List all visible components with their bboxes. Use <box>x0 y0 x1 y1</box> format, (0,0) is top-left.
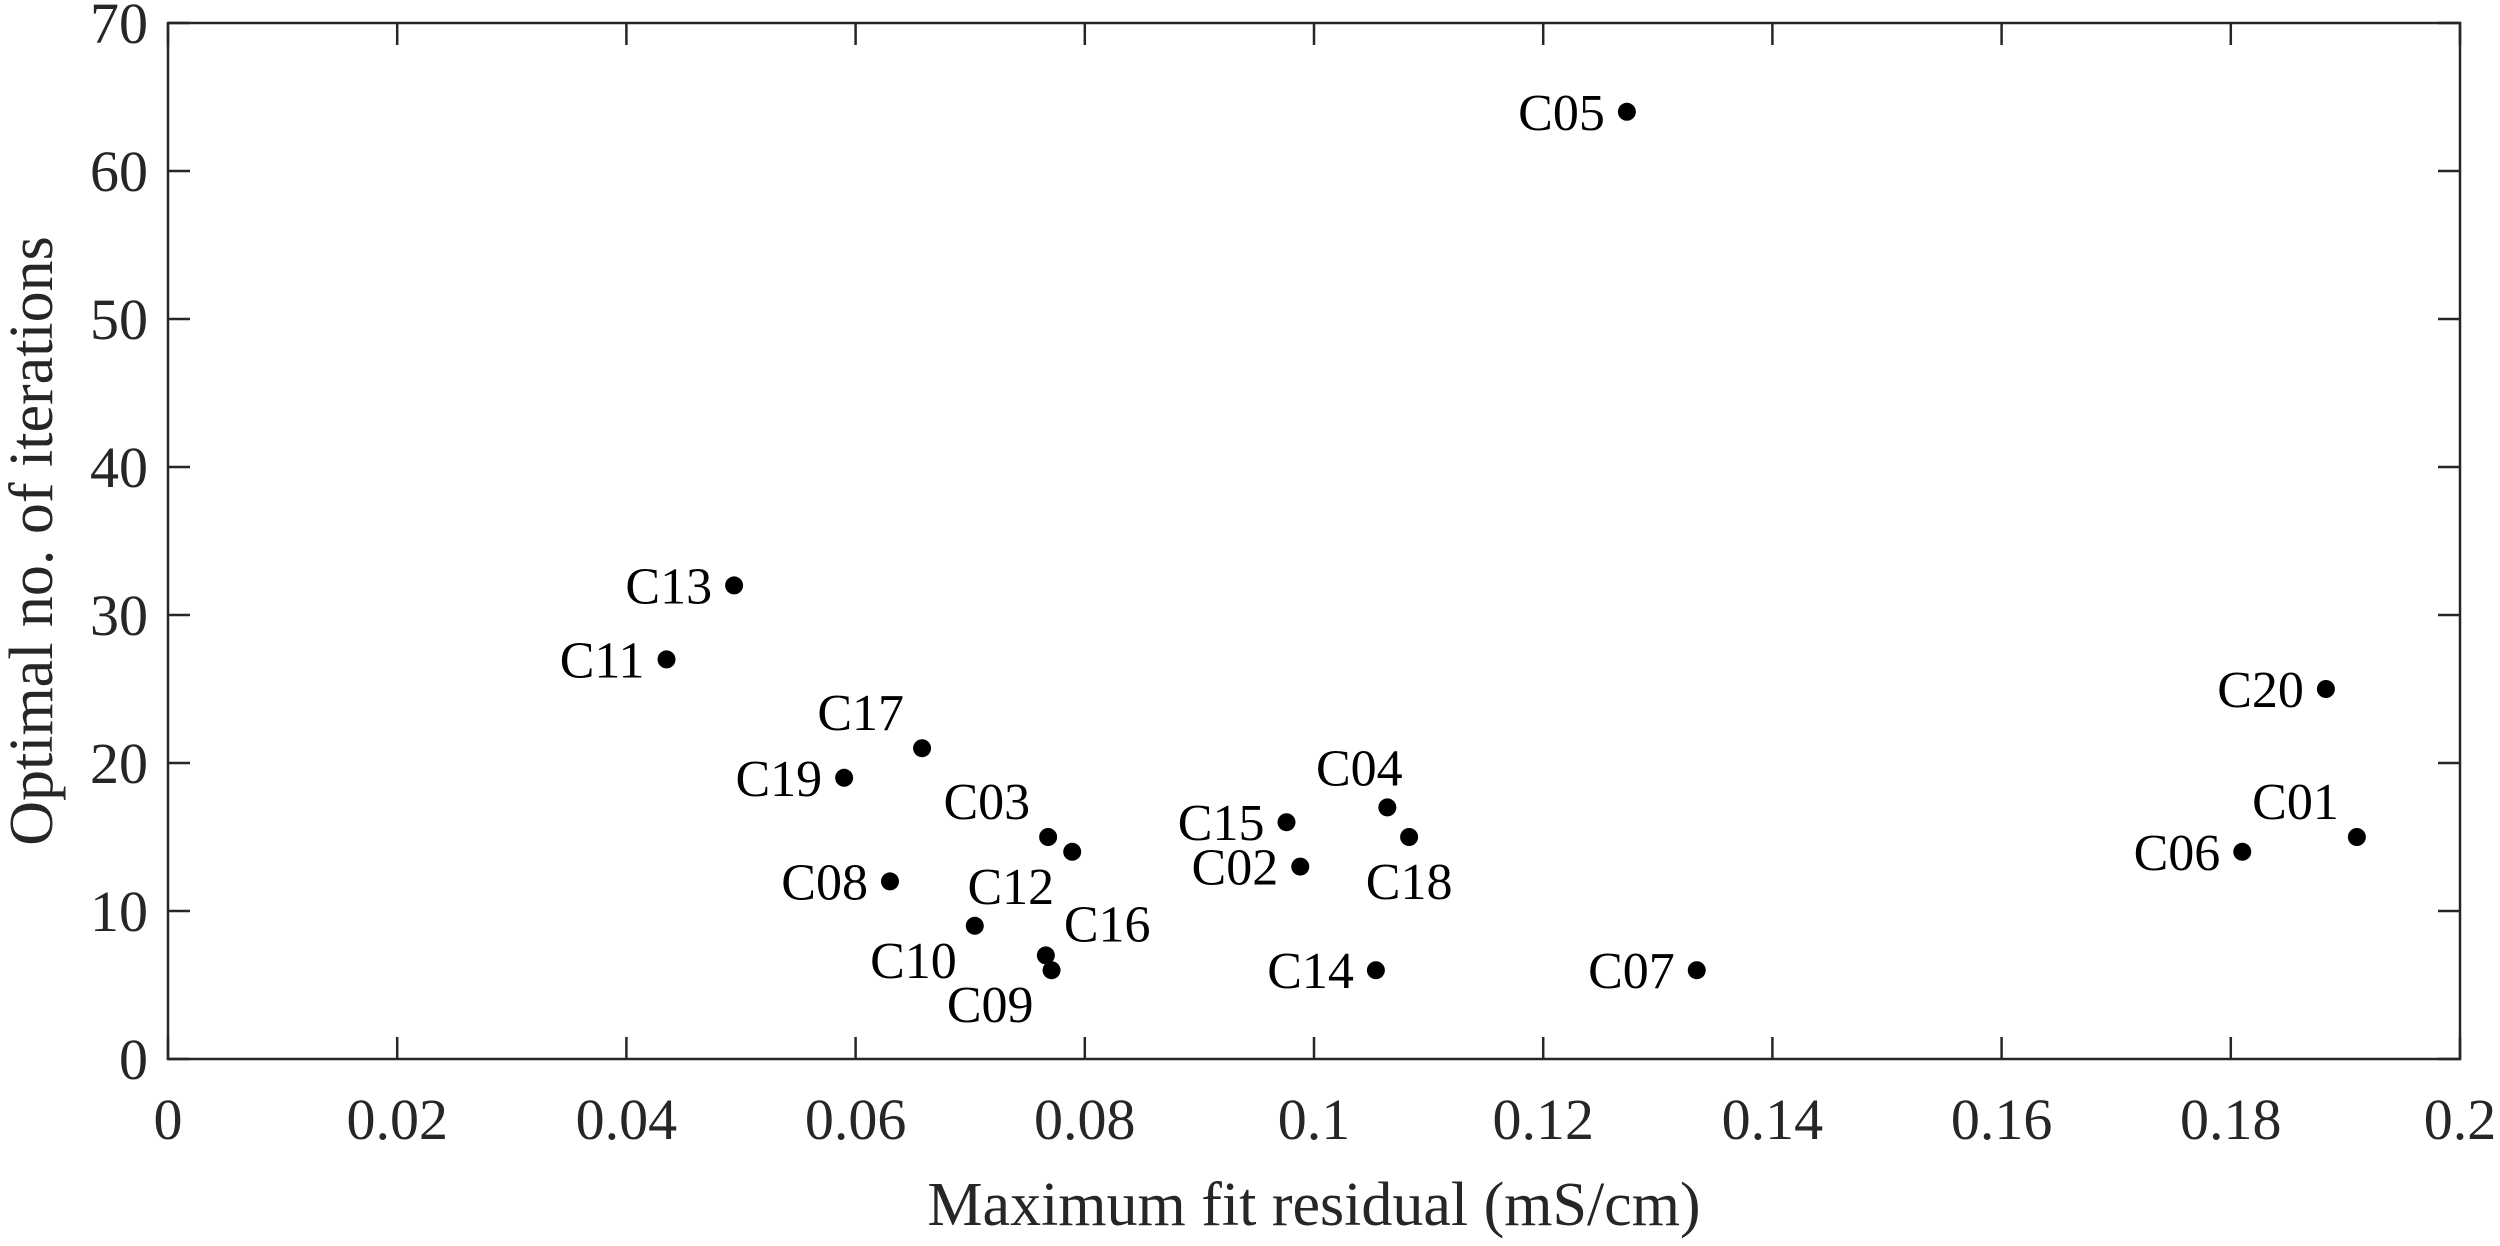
data-point-c12: C12 <box>968 842 1082 916</box>
marker-dot-icon <box>725 576 744 595</box>
y-tick-label: 50 <box>90 287 148 352</box>
y-tick-label: 0 <box>119 1027 148 1092</box>
point-label: C14 <box>1267 943 1354 1000</box>
x-tick-label: 0.04 <box>576 1087 678 1152</box>
data-point-c17: C17 <box>817 685 932 758</box>
marker-dot-icon <box>1687 961 1706 980</box>
point-label: C01 <box>2252 774 2339 831</box>
point-label: C10 <box>870 933 957 990</box>
point-label: C09 <box>947 977 1034 1034</box>
x-tick-label: 0.2 <box>2424 1087 2497 1152</box>
point-label: C02 <box>1192 840 1279 897</box>
data-point-c13: C13 <box>625 558 744 615</box>
data-point-c11: C11 <box>560 632 676 689</box>
x-tick-label: 0.12 <box>1492 1087 1594 1152</box>
point-label: C15 <box>1178 795 1265 852</box>
y-axis-title: Optimal no. of iterations <box>0 236 66 846</box>
x-tick-label: 0.14 <box>1722 1087 1824 1152</box>
data-point-c14: C14 <box>1267 943 1385 1000</box>
data-point-c16: C16 <box>1036 896 1151 965</box>
marker-dot-icon <box>913 739 932 758</box>
marker-dot-icon <box>1036 946 1055 965</box>
marker-dot-icon <box>657 650 676 669</box>
point-label: C17 <box>817 685 904 742</box>
point-label: C08 <box>781 854 868 911</box>
x-axis-title: Maximum fit residual (mS/cm) <box>927 1171 1700 1239</box>
data-point-c18: C18 <box>1366 828 1453 911</box>
x-tick-label: 0.1 <box>1278 1087 1351 1152</box>
x-tick-label: 0.08 <box>1034 1087 1136 1152</box>
data-point-c20: C20 <box>2217 662 2335 719</box>
marker-dot-icon <box>1617 102 1636 121</box>
data-point-c06: C06 <box>2134 825 2252 882</box>
data-point-c07: C07 <box>1588 943 1706 1000</box>
point-label: C13 <box>625 558 712 615</box>
data-point-c10: C10 <box>870 916 984 990</box>
marker-dot-icon <box>880 872 899 891</box>
x-tick-label: 0.02 <box>346 1087 448 1152</box>
x-tick-label: 0.06 <box>805 1087 907 1152</box>
x-tick-label: 0.16 <box>1951 1087 2053 1152</box>
point-label: C16 <box>1064 896 1151 953</box>
plot-area <box>166 21 2462 1061</box>
data-point-c02: C02 <box>1192 840 1310 897</box>
marker-dot-icon <box>1063 842 1082 861</box>
data-point-c01: C01 <box>2252 774 2366 846</box>
point-label: C11 <box>560 632 645 689</box>
marker-dot-icon <box>2233 842 2252 861</box>
y-tick-label: 40 <box>90 435 148 500</box>
y-tick-label: 70 <box>90 0 148 56</box>
point-label: C03 <box>943 774 1030 831</box>
point-label: C18 <box>1366 854 1453 911</box>
marker-dot-icon <box>1277 813 1296 832</box>
data-point-c09: C09 <box>947 961 1061 1034</box>
marker-dot-icon <box>1378 798 1397 817</box>
data-point-c15: C15 <box>1178 795 1296 852</box>
marker-dot-icon <box>1042 961 1061 980</box>
x-tick-label: 0 <box>154 1087 183 1152</box>
data-point-c19: C19 <box>735 751 854 808</box>
y-tick-label: 30 <box>90 583 148 648</box>
marker-dot-icon <box>1400 828 1419 846</box>
data-point-c04: C04 <box>1316 740 1403 817</box>
point-label: C19 <box>735 751 822 808</box>
point-label: C12 <box>968 859 1055 916</box>
y-tick-label: 20 <box>90 731 148 796</box>
point-label: C04 <box>1316 740 1403 797</box>
axes-frame <box>166 21 2462 1061</box>
marker-dot-icon <box>1291 857 1310 876</box>
marker-dot-icon <box>1366 961 1385 980</box>
y-tick-label: 10 <box>90 879 148 944</box>
x-tick-label: 0.18 <box>2180 1087 2282 1152</box>
point-label: C07 <box>1588 943 1675 1000</box>
point-label: C20 <box>2217 662 2304 719</box>
data-point-c08: C08 <box>781 854 899 911</box>
point-label: C06 <box>2134 825 2221 882</box>
marker-dot-icon <box>2316 680 2335 698</box>
marker-dot-icon <box>835 768 854 787</box>
data-point-c03: C03 <box>943 774 1058 846</box>
x-axis-ticks: 0 0.02 0.04 0.06 0.08 0.1 0.12 0.14 0.16 0.18 0.2 <box>154 23 2497 1152</box>
y-axis-ticks: 0 10 20 30 40 50 60 70 <box>90 0 2460 1092</box>
marker-dot-icon <box>1039 828 1058 846</box>
marker-dot-icon <box>2347 828 2366 846</box>
point-label: C05 <box>1518 85 1605 142</box>
y-tick-label: 60 <box>90 139 148 204</box>
marker-dot-icon <box>965 916 984 935</box>
data-point-c05: C05 <box>1518 85 1636 142</box>
